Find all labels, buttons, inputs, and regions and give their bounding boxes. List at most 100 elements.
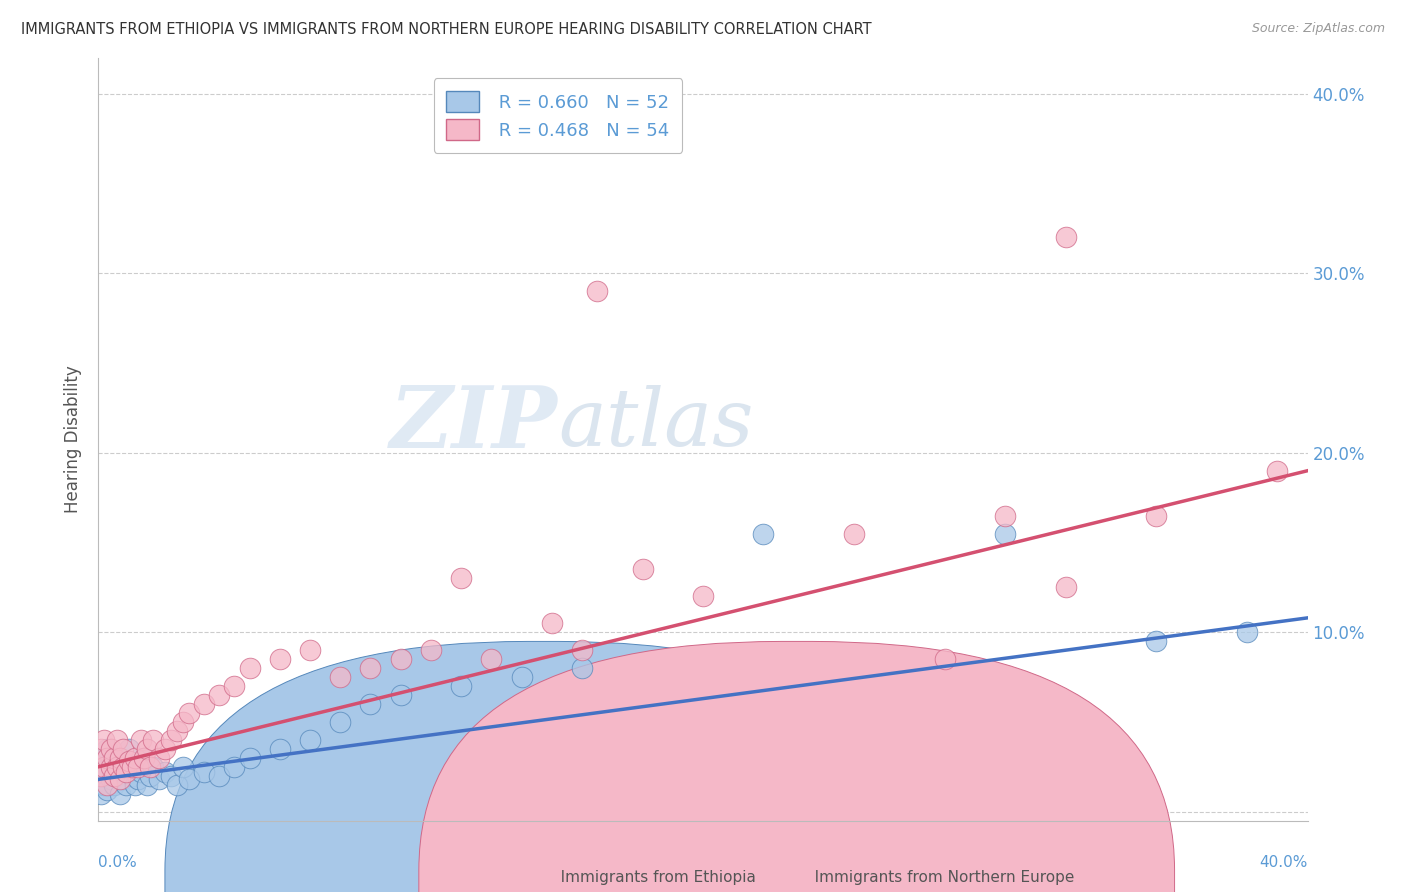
Point bbox=[540, 616, 562, 631]
Point bbox=[994, 526, 1017, 541]
Point bbox=[179, 706, 201, 720]
Point bbox=[90, 769, 112, 783]
Point bbox=[111, 742, 134, 756]
Point bbox=[121, 769, 143, 783]
Point bbox=[103, 751, 125, 765]
Point bbox=[132, 751, 155, 765]
Point bbox=[132, 751, 155, 765]
Point bbox=[269, 742, 291, 756]
Point bbox=[93, 732, 115, 747]
Point bbox=[103, 760, 125, 774]
Point bbox=[139, 769, 162, 783]
Point bbox=[124, 778, 146, 792]
Point bbox=[100, 755, 122, 769]
Point bbox=[329, 714, 352, 729]
Point bbox=[1144, 634, 1167, 648]
Point bbox=[129, 732, 152, 747]
Point bbox=[994, 508, 1017, 523]
Point bbox=[121, 760, 143, 774]
Point bbox=[93, 760, 115, 774]
Point bbox=[135, 742, 157, 756]
Point bbox=[105, 732, 128, 747]
Point bbox=[103, 778, 125, 792]
Point bbox=[450, 571, 472, 585]
Point bbox=[193, 697, 215, 711]
Point bbox=[142, 732, 165, 747]
Point bbox=[752, 526, 775, 541]
Point bbox=[844, 526, 866, 541]
Point bbox=[124, 751, 146, 765]
Point bbox=[269, 652, 291, 666]
Point bbox=[208, 769, 231, 783]
Text: ZIP: ZIP bbox=[389, 383, 558, 466]
Point bbox=[93, 751, 115, 765]
Point bbox=[571, 643, 593, 657]
Point bbox=[239, 751, 262, 765]
Point bbox=[299, 643, 322, 657]
Point bbox=[142, 760, 165, 774]
Point bbox=[208, 688, 231, 702]
Text: 40.0%: 40.0% bbox=[1260, 855, 1308, 870]
Point bbox=[160, 769, 183, 783]
Point bbox=[571, 661, 593, 675]
Point bbox=[1236, 625, 1258, 640]
Point bbox=[148, 751, 170, 765]
Y-axis label: Hearing Disability: Hearing Disability bbox=[65, 366, 83, 513]
FancyBboxPatch shape bbox=[165, 641, 921, 892]
Point bbox=[153, 742, 176, 756]
Point bbox=[124, 760, 146, 774]
Point bbox=[172, 714, 194, 729]
Point bbox=[1054, 580, 1077, 594]
Point bbox=[118, 755, 141, 769]
Point bbox=[166, 723, 188, 738]
Point bbox=[90, 760, 112, 774]
Point bbox=[96, 742, 118, 756]
Point bbox=[450, 679, 472, 693]
Point bbox=[105, 769, 128, 783]
Point bbox=[299, 732, 322, 747]
Point bbox=[127, 760, 149, 774]
Point bbox=[105, 751, 128, 765]
Point bbox=[1267, 464, 1289, 478]
Point bbox=[224, 679, 246, 693]
Point bbox=[224, 760, 246, 774]
Point bbox=[360, 661, 382, 675]
Point bbox=[389, 652, 412, 666]
Point bbox=[96, 751, 118, 765]
Point bbox=[389, 688, 412, 702]
Point bbox=[111, 755, 134, 769]
Point bbox=[360, 697, 382, 711]
Point bbox=[129, 765, 152, 780]
Point bbox=[114, 778, 136, 792]
Point bbox=[118, 742, 141, 756]
Point bbox=[118, 760, 141, 774]
Point bbox=[108, 787, 131, 801]
Point bbox=[692, 590, 714, 604]
Point bbox=[90, 787, 112, 801]
Point bbox=[172, 760, 194, 774]
Point bbox=[586, 285, 609, 299]
Point bbox=[1054, 230, 1077, 244]
Point bbox=[100, 772, 122, 787]
Text: atlas: atlas bbox=[558, 385, 754, 463]
Text: IMMIGRANTS FROM ETHIOPIA VS IMMIGRANTS FROM NORTHERN EUROPE HEARING DISABILITY C: IMMIGRANTS FROM ETHIOPIA VS IMMIGRANTS F… bbox=[21, 22, 872, 37]
Point bbox=[160, 732, 183, 747]
Point bbox=[166, 778, 188, 792]
Point bbox=[111, 772, 134, 787]
Point bbox=[631, 562, 654, 576]
Point bbox=[96, 783, 118, 797]
Text: Source: ZipAtlas.com: Source: ZipAtlas.com bbox=[1251, 22, 1385, 36]
Point bbox=[90, 742, 112, 756]
Text: Immigrants from Ethiopia: Immigrants from Ethiopia bbox=[546, 871, 755, 886]
Point bbox=[153, 765, 176, 780]
Point bbox=[100, 742, 122, 756]
Point bbox=[105, 760, 128, 774]
Point bbox=[114, 765, 136, 780]
Point bbox=[96, 778, 118, 792]
Point bbox=[108, 751, 131, 765]
Point bbox=[481, 652, 503, 666]
Legend:  R = 0.660   N = 52,  R = 0.468   N = 54: R = 0.660 N = 52, R = 0.468 N = 54 bbox=[433, 78, 682, 153]
Point bbox=[148, 772, 170, 787]
Point bbox=[108, 772, 131, 787]
Point bbox=[179, 772, 201, 787]
